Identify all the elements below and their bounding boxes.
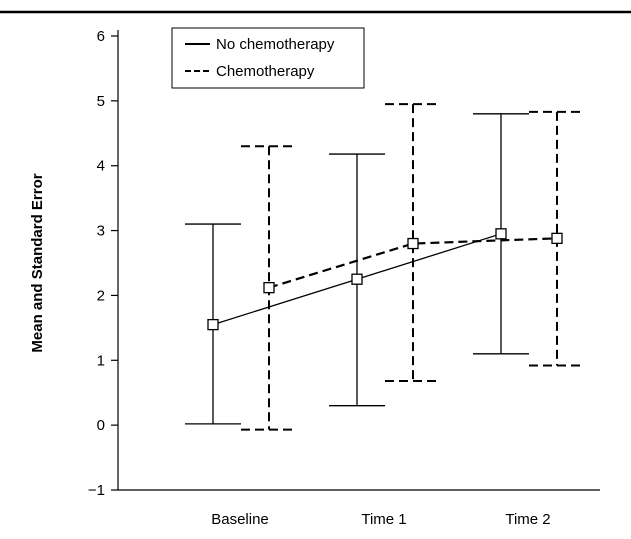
- y-tick-label: −1: [88, 482, 105, 499]
- y-tick-label: 5: [97, 93, 105, 110]
- data-point-marker: [207, 318, 219, 331]
- legend-box: [171, 27, 365, 89]
- data-point-marker: [263, 281, 275, 294]
- series-1: [241, 103, 585, 431]
- data-point-marker: [407, 237, 419, 250]
- legend-label-1: Chemotherapy: [216, 63, 315, 80]
- y-tick-label: 4: [97, 158, 105, 175]
- y-tick-label: 2: [97, 287, 105, 304]
- data-point-marker: [351, 273, 363, 285]
- x-tick-label: Baseline: [211, 511, 269, 528]
- legend: No chemotherapy Chemotherapy: [171, 27, 365, 89]
- axes: −1 0 1 2 3 4 5 6 Baseline Time 1 Time 2 Mean and St…: [29, 28, 600, 528]
- series-0: [185, 113, 529, 425]
- data-point-marker: [495, 228, 507, 240]
- series-line: [268, 237, 558, 289]
- x-tick-label: Time 1: [361, 511, 406, 528]
- legend-label-0: No chemotherapy: [216, 36, 335, 53]
- y-tick-label: 3: [97, 223, 105, 240]
- y-tick-label: 6: [97, 28, 105, 45]
- y-tick-label: 0: [97, 417, 105, 434]
- x-tick-label: Time 2: [505, 511, 550, 528]
- data-point-marker: [551, 232, 563, 245]
- y-tick-label: 1: [97, 352, 105, 369]
- y-axis-title: Mean and Standard Error: [29, 173, 46, 352]
- marks: [185, 103, 585, 431]
